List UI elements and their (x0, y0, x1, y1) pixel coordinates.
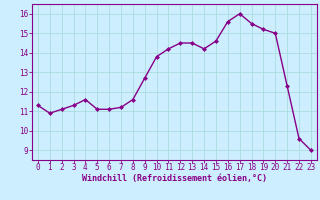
X-axis label: Windchill (Refroidissement éolien,°C): Windchill (Refroidissement éolien,°C) (82, 174, 267, 183)
